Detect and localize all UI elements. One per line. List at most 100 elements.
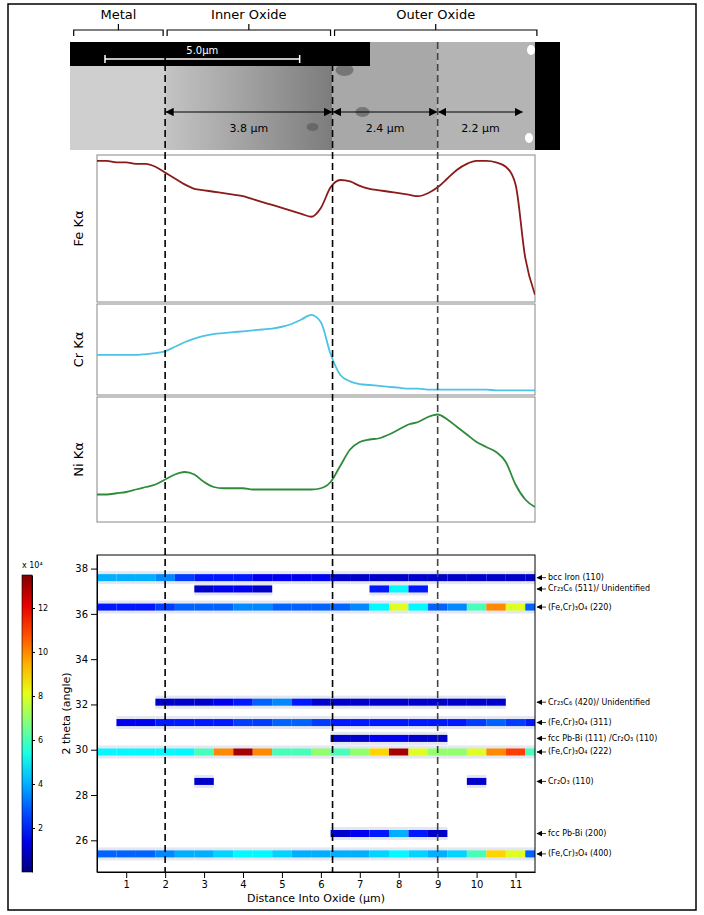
peak-cell — [408, 748, 427, 755]
y-axis: 26283032343638 — [75, 556, 97, 873]
peak-cell — [272, 574, 291, 581]
peak-cell — [389, 604, 408, 611]
peak-halo — [389, 732, 408, 745]
peak-halo — [311, 571, 330, 584]
peak-cell — [370, 719, 389, 726]
tick-label: 8 — [38, 692, 43, 701]
profile-lines — [97, 415, 535, 508]
tick-mark — [165, 872, 166, 878]
peak-halo — [525, 601, 535, 614]
tick-label: 4 — [38, 780, 43, 789]
peak-cell — [214, 699, 233, 706]
label-arrow — [537, 607, 546, 608]
peak-halo — [272, 601, 291, 614]
peak-label: (Fe,Cr)₃O₄ (311) — [548, 718, 612, 727]
tick: 30 — [75, 744, 97, 755]
peak-halo — [486, 847, 505, 860]
tick: 8 — [32, 692, 43, 701]
tick: 7 — [357, 872, 363, 890]
tick: 1 — [124, 872, 130, 890]
peak-halo — [136, 847, 155, 860]
tick-mark — [243, 872, 244, 878]
tick-label: 9 — [435, 879, 441, 890]
peak-cell — [292, 604, 311, 611]
tick-mark — [32, 652, 35, 653]
peak-cell — [408, 699, 427, 706]
peak-halo — [253, 571, 272, 584]
peak-halo — [408, 716, 427, 729]
peak-halo — [447, 696, 466, 709]
peak-halo — [389, 582, 408, 595]
tick-label: 5 — [279, 879, 285, 890]
peak-halo — [116, 716, 135, 729]
peak-cell — [272, 850, 291, 857]
peak-cell — [311, 699, 330, 706]
peak-cell — [136, 748, 155, 755]
peak-cell — [214, 574, 233, 581]
peak-halo — [408, 745, 427, 758]
y-axis-title: Fe Kα — [71, 211, 86, 247]
tick-label: 34 — [75, 654, 88, 665]
tick: 34 — [75, 654, 97, 665]
peak-halo — [350, 696, 369, 709]
peak-halo — [175, 696, 194, 709]
sem-image — [70, 42, 560, 150]
peak-cell — [116, 574, 135, 581]
peak-halo — [467, 847, 486, 860]
peak-halo — [311, 745, 330, 758]
colorbar — [22, 575, 32, 872]
tick-mark — [91, 614, 97, 615]
peak-cell — [311, 719, 330, 726]
peak-cell — [214, 585, 233, 592]
x-axis-title: Distance Into Oxide (µm) — [247, 892, 385, 905]
y-axis-title: Ni Kα — [71, 442, 86, 477]
tick-label: 3 — [201, 879, 207, 890]
peak-cell — [350, 604, 369, 611]
peak-cell — [214, 604, 233, 611]
peak-cell — [389, 830, 408, 837]
tick-mark — [360, 872, 361, 878]
peak-cell — [233, 699, 252, 706]
peak-cell — [408, 574, 427, 581]
peak-cell — [370, 735, 389, 742]
peak-halo — [370, 601, 389, 614]
peak-cell — [194, 719, 213, 726]
peak-halo — [253, 847, 272, 860]
tick-label: 2 — [38, 824, 43, 833]
peak-cell — [447, 699, 466, 706]
peak-cell — [350, 699, 369, 706]
peak-halo — [525, 716, 535, 729]
peak-halo — [292, 745, 311, 758]
peak-halo — [311, 716, 330, 729]
peak-cell — [116, 850, 135, 857]
panel-frame — [97, 397, 535, 522]
y-axis-title: 2 theta (angle) — [60, 672, 73, 754]
peak-halo — [370, 732, 389, 745]
peak-cell — [272, 604, 291, 611]
tick: 9 — [435, 872, 441, 890]
x-axis: 1234567891011 — [98, 872, 536, 890]
peak-halo — [506, 571, 525, 584]
peak-halo — [331, 601, 350, 614]
peak-halo — [350, 847, 369, 860]
label-arrow — [537, 781, 546, 782]
peak-cell — [214, 850, 233, 857]
peak-cell — [272, 748, 291, 755]
tick-mark — [91, 840, 97, 841]
peak-cell — [331, 699, 350, 706]
peak-halo — [467, 601, 486, 614]
peak-cell — [233, 574, 252, 581]
tick-label: 38 — [75, 563, 88, 574]
peak-label: fcc Pb-Bi (200) — [548, 829, 606, 838]
tick: 2 — [162, 872, 168, 890]
tick-label: 6 — [318, 879, 324, 890]
peak-halo — [97, 601, 116, 614]
tick: 8 — [396, 872, 402, 890]
peak-cell — [331, 604, 350, 611]
measurement-arrow — [334, 111, 437, 112]
peak-halo — [311, 601, 330, 614]
label-arrow — [537, 833, 546, 834]
peak-halo — [331, 732, 350, 745]
peak-halo — [331, 847, 350, 860]
tick: 32 — [75, 699, 97, 710]
